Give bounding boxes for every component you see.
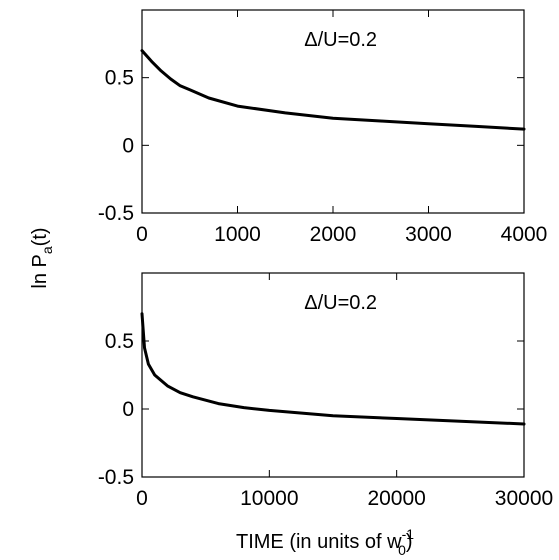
x-tick-label: 30000	[495, 487, 553, 510]
bottom-panel: 0 10000 20000 30000-0.500.5Δ/U=0.2	[98, 272, 553, 510]
annotation-label: Δ/U=0.2	[304, 292, 377, 314]
x-tick-label: 1000	[214, 223, 261, 246]
x-tick-label: 3000	[405, 223, 452, 246]
y-axis-label: ln Pa(t)	[29, 227, 55, 288]
y-tick-label: -0.5	[98, 466, 134, 489]
series-line	[140, 312, 526, 426]
top-panel: 0 1000 2000 3000 4000-0.500.5Δ/U=0.2	[98, 9, 548, 246]
x-tick-label: 0	[136, 223, 148, 246]
series-line	[140, 49, 526, 131]
x-tick-label: 0	[136, 487, 148, 510]
x-axis-label: TIME (in units of w-1 0)	[236, 526, 414, 558]
annotation-label: Δ/U=0.2	[304, 29, 377, 51]
y-tick-label: -0.5	[98, 202, 134, 225]
x-tick-label: 10000	[240, 487, 298, 510]
plot-frame	[141, 272, 525, 478]
y-tick-label: 0	[122, 398, 134, 421]
x-tick-label: 20000	[367, 487, 425, 510]
y-tick-label: 0	[122, 134, 134, 157]
y-tick-label: 0.5	[105, 67, 134, 90]
x-tick-label: 4000	[501, 223, 548, 246]
y-tick-label: 0.5	[105, 330, 134, 353]
x-tick-label: 2000	[310, 223, 357, 246]
